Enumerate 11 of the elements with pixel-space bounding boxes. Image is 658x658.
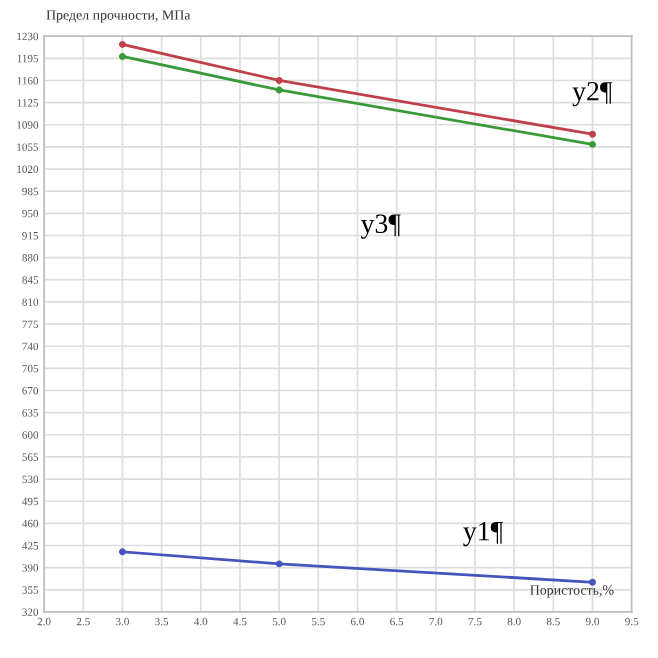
annotation: y3¶ [360,214,401,239]
point [589,130,596,138]
point [118,40,126,48]
point [589,140,596,148]
point [275,77,283,84]
point [118,548,126,556]
annotation: y1¶ [463,521,503,547]
point [118,52,126,60]
point [275,86,283,94]
point [275,560,283,568]
annotation: y2¶ [572,81,613,107]
